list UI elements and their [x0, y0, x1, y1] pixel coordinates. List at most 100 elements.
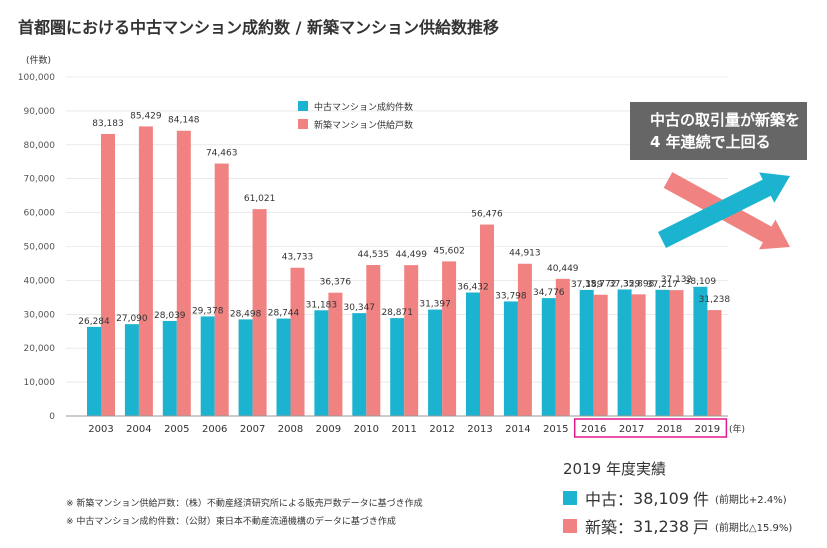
bar-new-2019	[707, 310, 722, 416]
x-tick-label-2006: 2006	[202, 424, 227, 435]
legend-label-used: 中古マンション成約件数	[314, 102, 414, 113]
callout-box: 中古の取引量が新築を 4 年連続で上回る	[630, 102, 807, 160]
y-tick-label: 100,000	[18, 73, 55, 83]
x-tick-label-2007: 2007	[240, 424, 265, 435]
data-label-used-2009: 31,183	[306, 300, 338, 310]
y-tick-label: 80,000	[24, 141, 56, 151]
data-label-new-2009: 36,376	[320, 278, 352, 288]
y-tick-label: 20,000	[24, 344, 56, 354]
x-tick-label-2018: 2018	[657, 424, 682, 435]
summary-new-change: (前期比△15.9%)	[715, 522, 793, 534]
data-label-used-2019: 38,109	[685, 277, 717, 287]
data-label-new-2012: 45,602	[433, 246, 465, 256]
bar-used-2008	[276, 318, 291, 416]
x-axis-unit-label: (年)	[729, 423, 745, 435]
data-label-new-2003: 83,183	[92, 119, 124, 129]
y-tick-label: 10,000	[24, 378, 56, 388]
bar-used-2019	[693, 286, 708, 416]
summary-new-label: 新築：	[585, 518, 634, 537]
bar-new-2009	[328, 292, 343, 416]
data-label-used-2012: 31,397	[419, 300, 451, 310]
bar-new-2006	[214, 163, 229, 416]
legend-swatch-new	[298, 119, 308, 129]
data-label-used-2004: 27,090	[116, 314, 148, 324]
source-note-new: ※ 新築マンション供給戸数：（株）不動産経済研究所による販売戸数データに基づき作…	[66, 499, 423, 509]
bar-new-2018	[669, 290, 684, 416]
bar-new-2011	[404, 265, 419, 416]
bar-used-2009	[314, 310, 329, 416]
data-label-used-2018: 37,217	[647, 280, 679, 290]
bar-used-2015	[541, 298, 556, 416]
data-label-used-2015: 34,776	[533, 288, 565, 298]
summary-used: 中古： 38,109 件 (前期比+2.4%)	[563, 485, 792, 511]
summary-used-unit: 件	[693, 490, 710, 509]
bar-new-2005	[176, 130, 191, 416]
data-label-new-2019: 31,238	[699, 295, 731, 305]
y-tick-label: 0	[49, 412, 55, 422]
data-label-new-2016: 35,772	[585, 280, 617, 290]
bar-used-2003	[87, 326, 101, 416]
x-tick-label-2004: 2004	[126, 424, 151, 435]
data-label-new-2015: 40,449	[547, 264, 579, 274]
bar-new-2010	[366, 265, 381, 416]
highlight-box	[573, 418, 728, 438]
data-label-used-2017: 37,329	[609, 279, 641, 289]
arrow-used-up-shape	[658, 172, 790, 248]
bar-used-2014	[503, 301, 518, 416]
summary-used-change: (前期比+2.4%)	[715, 494, 787, 506]
data-label-used-2014: 33,798	[495, 291, 527, 301]
legend-swatch-used	[298, 101, 308, 111]
x-tick-label-2019: 2019	[695, 424, 720, 435]
bar-new-2012	[442, 261, 457, 416]
x-tick-label-2003: 2003	[88, 424, 113, 435]
legend: 中古マンション成約件数 新築マンション供給戸数	[298, 97, 413, 133]
bar-new-2008	[290, 267, 305, 416]
data-label-new-2014: 44,913	[509, 249, 541, 259]
bar-new-2015	[555, 278, 570, 416]
data-label-new-2005: 84,148	[168, 116, 200, 126]
callout-line-1: 中古の取引量が新築を	[650, 111, 801, 129]
y-tick-label: 50,000	[24, 243, 56, 253]
bar-new-2007	[252, 209, 267, 416]
bar-used-2007	[238, 319, 253, 416]
summary-used-value: 38,109	[633, 488, 689, 508]
x-tick-label-2017: 2017	[619, 424, 644, 435]
data-label-used-2005: 28,039	[154, 311, 186, 321]
bar-used-2004	[124, 324, 139, 416]
data-label-new-2018: 37,132	[661, 275, 693, 285]
data-label-used-2006: 29,378	[192, 306, 224, 316]
x-tick-label-2016: 2016	[581, 424, 606, 435]
bar-new-2013	[480, 224, 494, 416]
summary-panel: 2019 年度実績 中古： 38,109 件 (前期比+2.4%) 新築： 31…	[563, 458, 792, 541]
data-label-new-2007: 61,021	[244, 194, 276, 204]
summary-swatch-new	[563, 519, 577, 533]
y-tick-label: 40,000	[24, 276, 56, 286]
data-label-new-2011: 44,499	[395, 250, 427, 260]
bar-used-2013	[466, 292, 480, 416]
data-label-used-2003: 26,284	[78, 317, 110, 327]
data-label-new-2006: 74,463	[206, 149, 238, 159]
legend-item-new: 新築マンション供給戸数	[298, 115, 413, 133]
data-label-used-2007: 28,498	[230, 309, 262, 319]
bar-used-2012	[428, 309, 443, 416]
data-label-new-2013: 56,476	[471, 210, 503, 220]
bar-used-2010	[352, 313, 367, 416]
bar-used-2018	[655, 289, 670, 416]
bar-used-2017	[617, 289, 632, 416]
bar-new-2003	[101, 134, 115, 416]
x-tick-label-2015: 2015	[543, 424, 568, 435]
data-label-new-2008: 43,733	[282, 253, 314, 263]
summary-new-value: 31,238	[633, 516, 689, 536]
bar-new-2017	[631, 294, 646, 416]
data-label-used-2016: 37,189	[571, 280, 603, 290]
x-tick-label-2011: 2011	[391, 424, 416, 435]
data-label-used-2010: 30,347	[344, 303, 376, 313]
x-tick-label-2005: 2005	[164, 424, 189, 435]
data-label-new-2004: 85,429	[130, 111, 162, 121]
x-tick-label-2013: 2013	[467, 424, 492, 435]
data-label-used-2013: 36,432	[457, 282, 489, 292]
bar-new-2004	[138, 126, 153, 416]
data-label-used-2008: 28,744	[268, 309, 300, 319]
data-label-new-2017: 35,898	[623, 279, 655, 289]
bar-used-2006	[200, 316, 215, 416]
